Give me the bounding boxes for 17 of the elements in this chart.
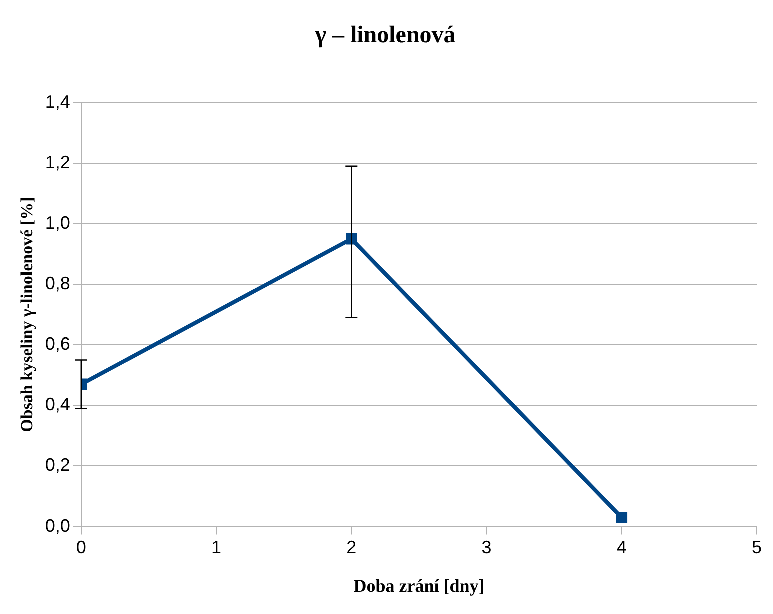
y-tick-label: 0,6 [45, 334, 70, 354]
x-tick-label: 0 [76, 538, 86, 558]
y-tick-label: 0,0 [45, 516, 70, 536]
y-tick-label: 0,8 [45, 273, 70, 294]
y-axis-title: Obsah kyseliny γ-linolenové [%] [18, 197, 37, 432]
y-tick-label: 0,4 [45, 394, 70, 415]
x-tick-label: 3 [482, 538, 492, 558]
x-axis-title: Doba zrání [dny] [354, 576, 485, 596]
y-tick-label: 1,0 [45, 212, 70, 233]
y-tick-label: 1,2 [45, 152, 70, 172]
x-tick-label: 2 [346, 538, 357, 558]
y-tick-label: 1,4 [45, 92, 70, 112]
x-tick-label: 5 [752, 538, 762, 558]
chart-title: γ – linolenová [314, 22, 456, 49]
y-tick-label: 0,2 [45, 455, 70, 476]
x-tick-label: 4 [616, 538, 627, 558]
x-tick-label: 1 [212, 538, 222, 558]
